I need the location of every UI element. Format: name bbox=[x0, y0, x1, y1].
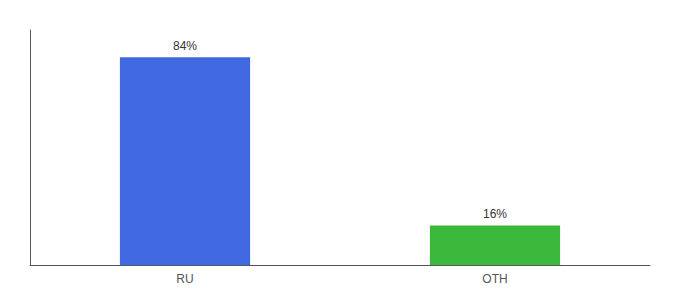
svg-text:RU: RU bbox=[176, 272, 193, 286]
svg-text:84%: 84% bbox=[173, 39, 197, 53]
svg-text:OTH: OTH bbox=[482, 272, 507, 286]
svg-text:16%: 16% bbox=[483, 207, 507, 221]
